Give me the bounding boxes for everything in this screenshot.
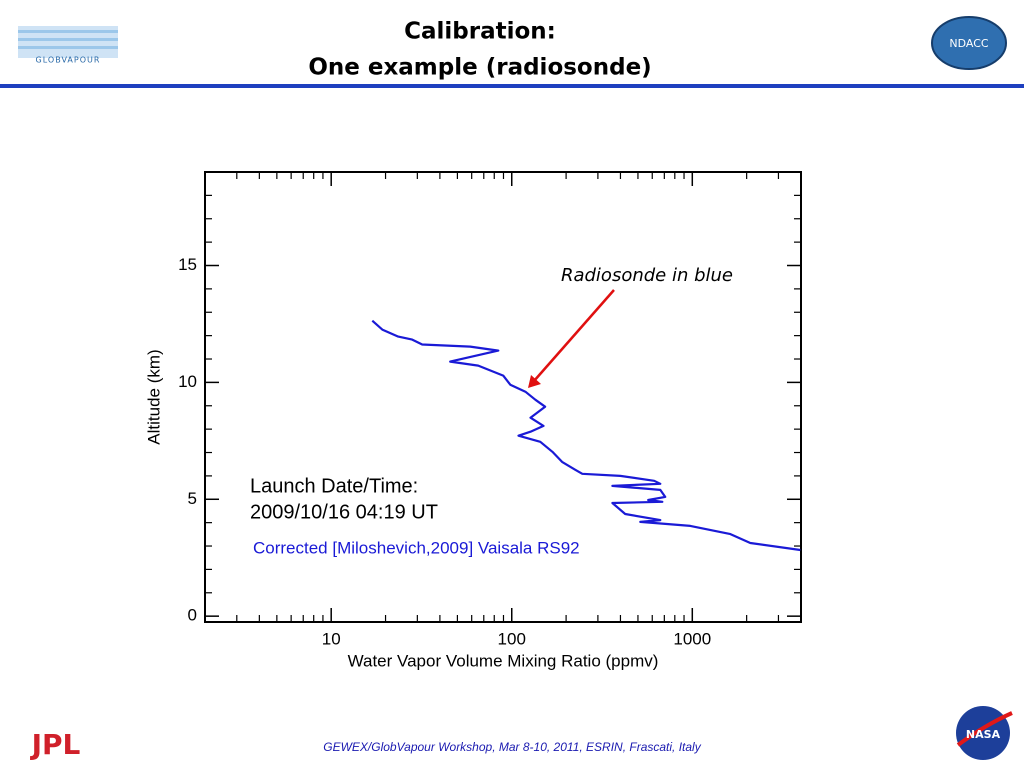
logo-text: NDACC — [949, 37, 989, 50]
arrow-head — [528, 375, 541, 388]
data-line — [371, 319, 801, 552]
logo-text: NASA — [966, 728, 1001, 741]
annotation: Launch Date/Time: — [250, 475, 418, 497]
logo-swoosh — [956, 711, 1013, 747]
logo-bg — [931, 16, 1007, 70]
footer-text: GEWEX/GlobVapour Workshop, Mar 8-10, 201… — [323, 740, 701, 754]
logo-stripe — [18, 30, 118, 33]
header-rule — [0, 84, 1024, 88]
nasa-logo: NASA — [956, 706, 1013, 760]
jpl-logo: JPL — [30, 728, 81, 761]
globvapour-logo: GLOBVAPOUR — [18, 26, 118, 65]
x-tick-label: 100 — [498, 629, 526, 648]
y-tick-label: 5 — [188, 489, 197, 508]
logo-stripe — [18, 38, 118, 41]
y-tick-label: 0 — [188, 606, 197, 625]
y-tick-label: 15 — [178, 255, 197, 274]
y-tick-label: 10 — [178, 372, 197, 391]
annotation-arrow — [533, 289, 615, 382]
plot: 10 100 1000 0 5 10 15 Water Vapor Volume Mixing… — [144, 171, 802, 670]
annotation: Radiosonde in blue — [561, 265, 733, 286]
slide-title: Calibration: — [404, 19, 556, 45]
x-axis-label: Water Vapor Volume Mixing Ratio (ppmv) — [348, 651, 659, 670]
x-tick-label: 1000 — [673, 629, 711, 648]
legend-entry: Corrected [Miloshevich,2009] Vaisala RS9… — [253, 538, 580, 557]
annotation: 2009/10/16 04:19 UT — [250, 501, 438, 523]
x-tick-label: 10 — [322, 629, 341, 648]
logo-text: GLOBVAPOUR — [36, 56, 101, 65]
logo-stripe — [18, 46, 118, 49]
y-axis-label: Altitude (km) — [144, 349, 163, 444]
ndacc-logo: NDACC — [931, 16, 1007, 70]
logo-text: JPL — [30, 728, 81, 761]
slide-title: One example (radiosonde) — [308, 55, 651, 81]
